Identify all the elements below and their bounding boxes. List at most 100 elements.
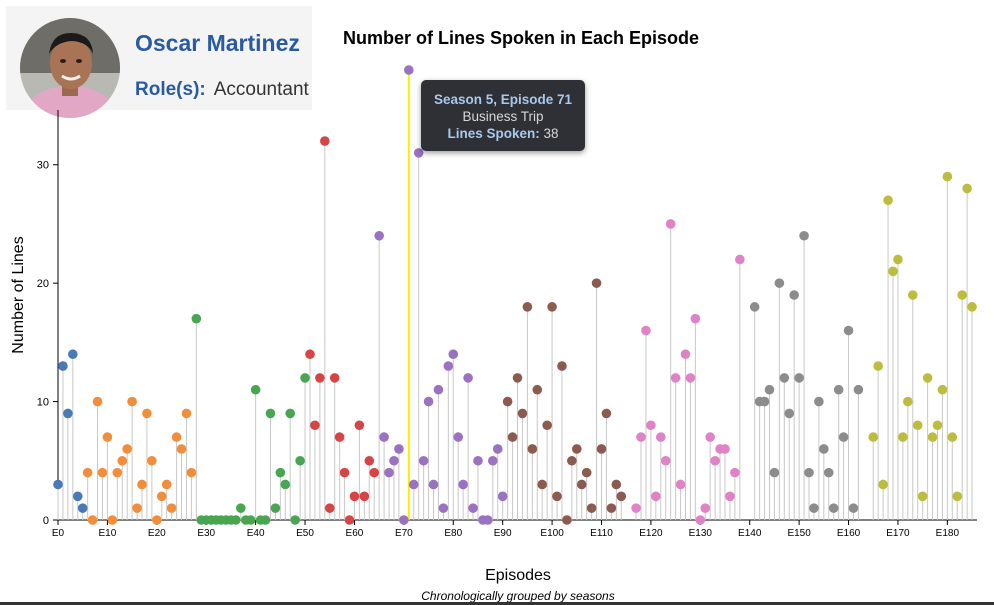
episode-point <box>58 361 68 371</box>
episode-point <box>354 420 365 431</box>
x-tick-label: E30 <box>197 528 215 539</box>
episode-point <box>636 432 646 442</box>
episode-point <box>819 444 829 454</box>
episode-point <box>156 491 167 502</box>
episode-point <box>700 503 711 513</box>
episode-point <box>567 455 577 466</box>
episode-point <box>774 278 785 288</box>
episode-point <box>512 373 523 383</box>
x-axis-subtitle: Chronologically grouped by seasons <box>421 589 614 603</box>
episode-point <box>280 479 291 490</box>
episode-point <box>833 384 844 395</box>
episode-point <box>483 515 493 525</box>
episode-point <box>888 266 898 277</box>
tooltip-episode-name: Business Trip <box>462 109 544 124</box>
episode-point <box>68 349 78 360</box>
episode-point <box>581 467 592 478</box>
episode-point <box>339 467 350 478</box>
episode-point <box>344 515 355 525</box>
episode-point <box>552 491 562 502</box>
tooltip: Season 5, Episode 71 Business Trip Lines… <box>421 80 585 151</box>
x-tick-label: E90 <box>494 528 512 539</box>
episode-point <box>82 467 93 478</box>
x-tick-label: E150 <box>787 528 811 539</box>
episode-point <box>784 408 795 419</box>
episode-point <box>176 444 187 454</box>
episode-point <box>310 420 320 431</box>
y-tick-label: 30 <box>37 160 49 172</box>
episode-point <box>53 479 63 490</box>
x-tick-label: E130 <box>689 528 713 539</box>
y-tick-label: 0 <box>43 515 49 527</box>
episode-point <box>809 503 819 513</box>
episode-point <box>161 479 172 490</box>
episode-point <box>300 373 310 383</box>
episode-point <box>903 396 913 407</box>
episode-point <box>537 479 548 490</box>
episode-point <box>107 515 118 525</box>
episode-point <box>823 467 834 478</box>
episode-point <box>295 455 305 466</box>
episode-point <box>384 467 394 478</box>
episode-point <box>952 491 963 502</box>
episode-point <box>917 491 928 502</box>
profile-card: Oscar Martinez Role(s): Accountant <box>6 6 312 118</box>
episode-point <box>152 515 162 525</box>
episode-point <box>231 515 241 525</box>
episode-point <box>142 408 152 419</box>
episode-point <box>868 432 879 442</box>
x-axis-label: Episodes <box>485 567 551 584</box>
x-tick-label: E180 <box>936 528 960 539</box>
episode-point <box>97 467 108 478</box>
x-tick-label: E160 <box>837 528 861 539</box>
episode-point <box>922 373 933 383</box>
episode-point <box>374 230 384 241</box>
episode-point <box>497 491 508 502</box>
episode-point <box>557 361 567 371</box>
episode-point <box>547 302 557 312</box>
x-tick-label: E10 <box>99 528 117 539</box>
episode-point <box>285 408 296 419</box>
episode-point <box>685 373 696 383</box>
x-tick-label: E110 <box>590 528 613 539</box>
avatar-portrait-icon <box>20 18 120 118</box>
episode-point <box>77 503 88 513</box>
episode-point <box>379 432 389 442</box>
episode-point <box>571 444 582 454</box>
episode-point <box>473 455 483 466</box>
episode-point <box>606 503 617 513</box>
episode-point <box>883 195 893 206</box>
tooltip-title: Season 5, Episode 71 <box>433 92 573 107</box>
episode-point <box>364 455 375 466</box>
episode-point <box>112 467 123 478</box>
episode-point <box>458 479 468 490</box>
episode-point <box>641 325 651 336</box>
episode-point <box>72 491 83 502</box>
episode-point <box>122 444 132 454</box>
episode-point <box>695 515 706 525</box>
episode-point <box>369 467 380 478</box>
episode-point <box>315 373 325 383</box>
episode-point <box>828 503 839 513</box>
episode-point <box>117 455 128 466</box>
episode-point <box>794 373 804 383</box>
episode-point <box>932 420 943 431</box>
episode-point <box>428 479 439 490</box>
episode-point <box>665 219 676 229</box>
episode-point <box>779 373 790 383</box>
episode-point <box>690 313 701 324</box>
episode-point <box>270 503 281 513</box>
episode-point <box>542 420 552 431</box>
episode-point <box>655 432 666 442</box>
episode-point <box>463 373 473 383</box>
episode-point <box>399 515 409 525</box>
episode-point <box>132 503 142 513</box>
episode-point <box>601 408 612 419</box>
episode-point <box>408 479 419 490</box>
x-tick-label: E100 <box>540 528 564 539</box>
episode-point <box>245 515 256 525</box>
episode-point <box>137 479 147 490</box>
episode-point <box>265 408 276 419</box>
episode-point <box>502 396 513 407</box>
